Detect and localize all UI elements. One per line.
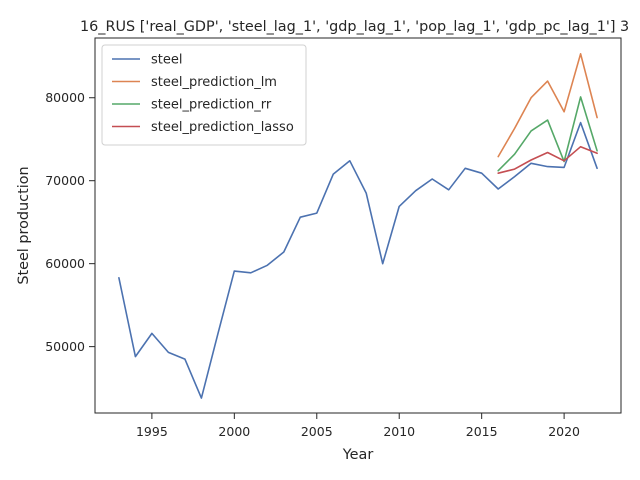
x-tick-label: 2020 bbox=[548, 424, 580, 439]
series-line-steel-prediction-rr bbox=[497, 96, 598, 172]
series-layer bbox=[118, 52, 598, 399]
plot-area bbox=[94, 37, 622, 414]
series-line-steel bbox=[118, 121, 598, 399]
y-axis: 50000 60000 70000 80000 bbox=[45, 90, 95, 354]
y-tick-label: 70000 bbox=[45, 173, 85, 188]
x-axis-label: Year bbox=[342, 447, 374, 463]
y-axis-label: Steel production bbox=[16, 166, 32, 284]
y-tick-label: 80000 bbox=[45, 90, 85, 105]
chart-title: 16_RUS ['real_GDP', 'steel_lag_1', 'gdp_… bbox=[80, 19, 629, 35]
legend-label: steel_prediction_lasso bbox=[151, 120, 294, 135]
x-tick-label: 2010 bbox=[383, 424, 415, 439]
plot-frame bbox=[94, 37, 622, 414]
x-tick-label: 2015 bbox=[466, 424, 498, 439]
series-line-steel-prediction-lasso bbox=[497, 145, 598, 174]
legend: steel steel_prediction_lm steel_prediction… bbox=[101, 44, 307, 146]
x-tick-label: 1995 bbox=[136, 424, 168, 439]
legend-label: steel_prediction_lm bbox=[151, 75, 277, 90]
series-line-steel-prediction-lm bbox=[497, 52, 598, 158]
legend-label: steel_prediction_rr bbox=[151, 98, 272, 113]
legend-box bbox=[101, 44, 307, 146]
legend-label: steel bbox=[151, 53, 182, 68]
y-tick-label: 50000 bbox=[45, 339, 85, 354]
x-tick-label: 2005 bbox=[301, 424, 333, 439]
x-tick-label: 2000 bbox=[218, 424, 250, 439]
y-tick-label: 60000 bbox=[45, 256, 85, 271]
x-axis: 1995 2000 2005 2010 2015 2020 bbox=[136, 413, 580, 439]
